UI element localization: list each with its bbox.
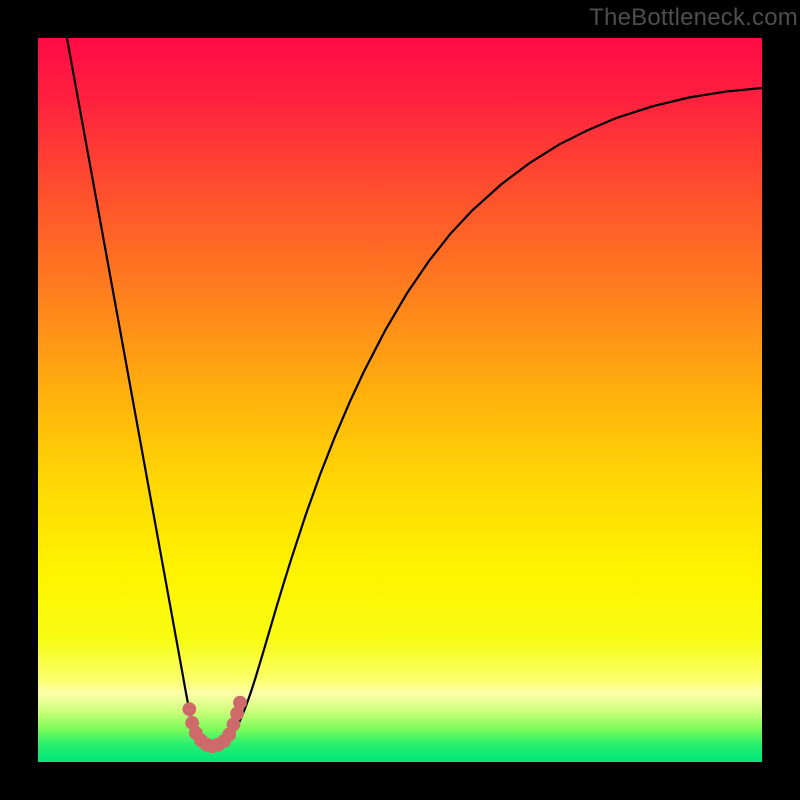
watermark-text: TheBottleneck.com — [589, 4, 798, 32]
valley-marker — [233, 696, 247, 710]
bottleneck-curve — [67, 38, 762, 746]
valley-marker — [182, 702, 196, 716]
plot-area — [38, 38, 762, 762]
chart-curves — [38, 38, 762, 762]
